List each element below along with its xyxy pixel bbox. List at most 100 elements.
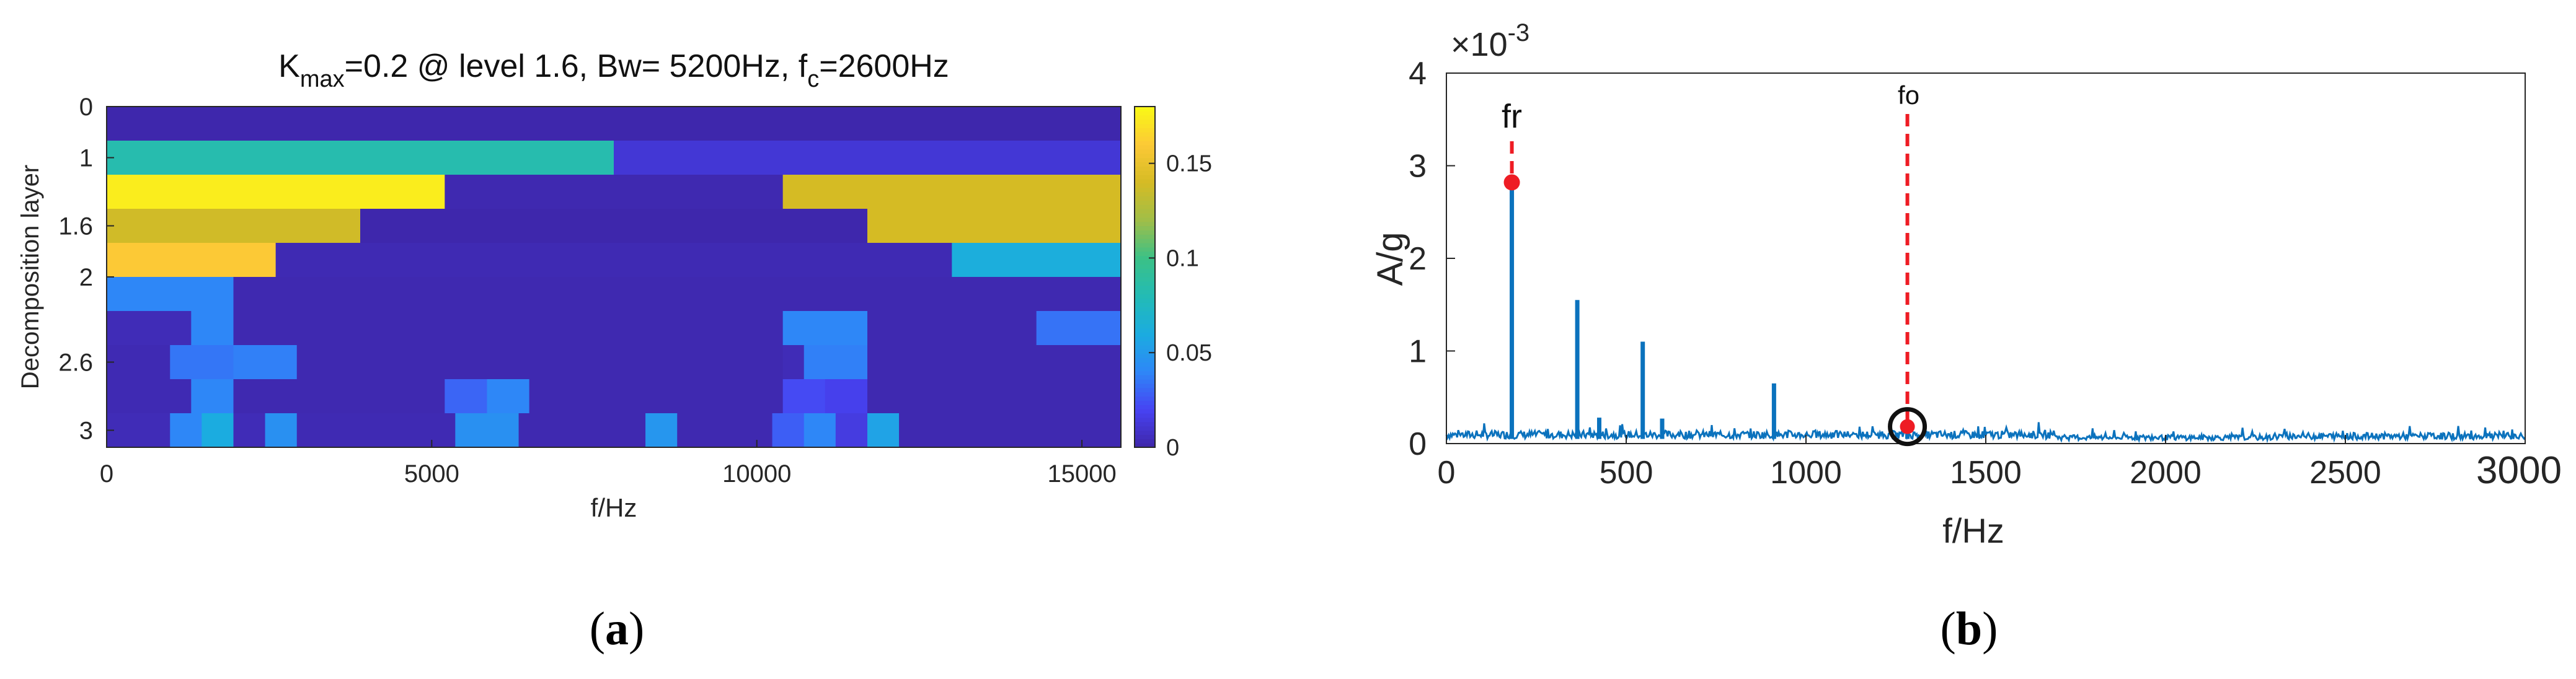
- heatmap-cell: [952, 243, 1122, 278]
- y-tick-label: 1.6: [58, 213, 93, 240]
- y-tick-label: 1: [1409, 334, 1427, 370]
- x-tick-label: 500: [1600, 455, 1653, 491]
- colorbar-segment: [1135, 209, 1155, 214]
- colorbar-segment: [1135, 434, 1155, 439]
- colorbar-segment: [1135, 383, 1155, 388]
- colorbar-segment: [1135, 357, 1155, 363]
- colorbar-segment: [1135, 281, 1155, 286]
- x-tick-label: 2000: [2130, 455, 2202, 491]
- colorbar-segment: [1135, 332, 1155, 337]
- y-tick-label: 4: [1409, 56, 1427, 92]
- colorbar-segment: [1135, 421, 1155, 427]
- heatmap-cell: [233, 277, 1122, 312]
- heatmap-cell: [107, 277, 234, 312]
- heatmap-cell: [170, 345, 234, 380]
- colorbar-segment: [1135, 336, 1155, 341]
- heatmap-cell: [360, 209, 868, 243]
- colorbar-segment: [1135, 217, 1155, 222]
- heatmap-cell: [614, 141, 1122, 175]
- heatmap-cell: [782, 175, 1122, 209]
- x-tick-label: 5000: [404, 460, 459, 488]
- y-tick-label: 1: [79, 145, 93, 172]
- colorbar-segment: [1135, 298, 1155, 303]
- colorbar-segment: [1135, 166, 1155, 171]
- heatmap-cell: [645, 413, 678, 448]
- chart-a-scalogram: 0 5000 10000 15000 0 1 1.6 2 2.6 3 f/Hz Decompositi…: [17, 48, 1212, 522]
- colorbar-segment: [1135, 366, 1155, 371]
- heatmap-cell: [867, 345, 1122, 380]
- colorbar-segment: [1135, 162, 1155, 167]
- colorbar-segment: [1135, 349, 1155, 354]
- heatmap-cell: [867, 311, 1037, 346]
- heatmap-cell: [201, 413, 234, 448]
- colorbar-segment: [1135, 128, 1155, 133]
- heatmap-cell: [233, 413, 266, 448]
- colorbar-segment: [1135, 264, 1155, 269]
- marker-label-fo: fo: [1898, 81, 1919, 110]
- colorbar-segment: [1135, 170, 1155, 175]
- axis-multiplier: ×10-3: [1451, 19, 1529, 63]
- heatmap-cell: [107, 243, 277, 278]
- colorbar-segment: [1135, 396, 1155, 401]
- colorbar-segment: [1135, 323, 1155, 329]
- y-axis-label: A/g: [1370, 232, 1410, 286]
- y-tick-label: 0: [79, 94, 93, 121]
- colorbar-segment: [1135, 268, 1155, 273]
- colorbar-segment: [1135, 234, 1155, 239]
- x-tick-label: 15000: [1047, 460, 1116, 488]
- colorbar-segment: [1135, 285, 1155, 291]
- x-tick-label: 2500: [2309, 455, 2381, 491]
- colorbar-segment: [1135, 413, 1155, 418]
- heatmap-cell: [803, 413, 836, 448]
- y-tick-label: 3: [1409, 149, 1427, 185]
- colorbar-segment: [1135, 221, 1155, 227]
- heatmap-cell: [1036, 311, 1122, 346]
- colorbar-segment: [1135, 200, 1155, 205]
- colorbar-segment: [1135, 375, 1155, 380]
- colorbar-segment: [1135, 409, 1155, 414]
- colorbar-segment: [1135, 144, 1155, 150]
- y-tick-label: 2.6: [58, 349, 93, 377]
- colorbar-segment: [1135, 277, 1155, 282]
- colorbar-segment: [1135, 439, 1155, 444]
- chart-b-spectrum: fr fo 0 500 1000 1500 2000 2500 3000 0 1 2 3 4 f/Hz A/g…: [1370, 19, 2562, 550]
- colorbar-segment: [1135, 115, 1155, 120]
- heatmap-cell: [107, 141, 614, 175]
- colorbar-segment: [1135, 345, 1155, 350]
- colorbar-segment: [1135, 392, 1155, 397]
- plot-frame: [1446, 72, 2526, 444]
- colorbar-segment: [1135, 294, 1155, 299]
- heatmap-cell: [445, 175, 784, 209]
- y-axis-label: Decomposition layer: [17, 165, 44, 389]
- colorbar-segment: [1135, 157, 1155, 162]
- colorbar-segment: [1135, 405, 1155, 410]
- colorbar-segment: [1135, 132, 1155, 137]
- marker-label-fr: fr: [1502, 98, 1522, 135]
- colorbar-segment: [1135, 315, 1155, 320]
- heatmap-cell: [265, 413, 298, 448]
- colorbar-segment: [1135, 153, 1155, 159]
- y-tick-label: 2: [1409, 241, 1427, 277]
- heatmap-cell: [899, 413, 1122, 448]
- colorbar-segment: [1135, 187, 1155, 193]
- heatmap-cell: [107, 209, 361, 243]
- colorbar-segment: [1135, 110, 1155, 116]
- colorbar-segment: [1135, 107, 1155, 112]
- colorbar-segment: [1135, 379, 1155, 384]
- heatmap-cell: [233, 311, 784, 346]
- heatmap-cell: [107, 379, 192, 414]
- heatmap-cell: [487, 379, 530, 414]
- colorbar-segment: [1135, 362, 1155, 367]
- colorbar-segment: [1135, 302, 1155, 307]
- heatmap-cell: [529, 379, 784, 414]
- heatmap-cell: [170, 413, 202, 448]
- heatmap-cell: [296, 413, 456, 448]
- heatmap-cell: [233, 345, 298, 380]
- x-tick-label: 1500: [1950, 455, 2022, 491]
- chart-title: Kmax=0.2 @ level 1.6, Bw= 5200Hz, fc=260…: [278, 48, 949, 92]
- colorbar-segment: [1135, 183, 1155, 188]
- colorbar-segment: [1135, 178, 1155, 184]
- colorbar-segment: [1135, 341, 1155, 346]
- colorbar-segment: [1135, 273, 1155, 278]
